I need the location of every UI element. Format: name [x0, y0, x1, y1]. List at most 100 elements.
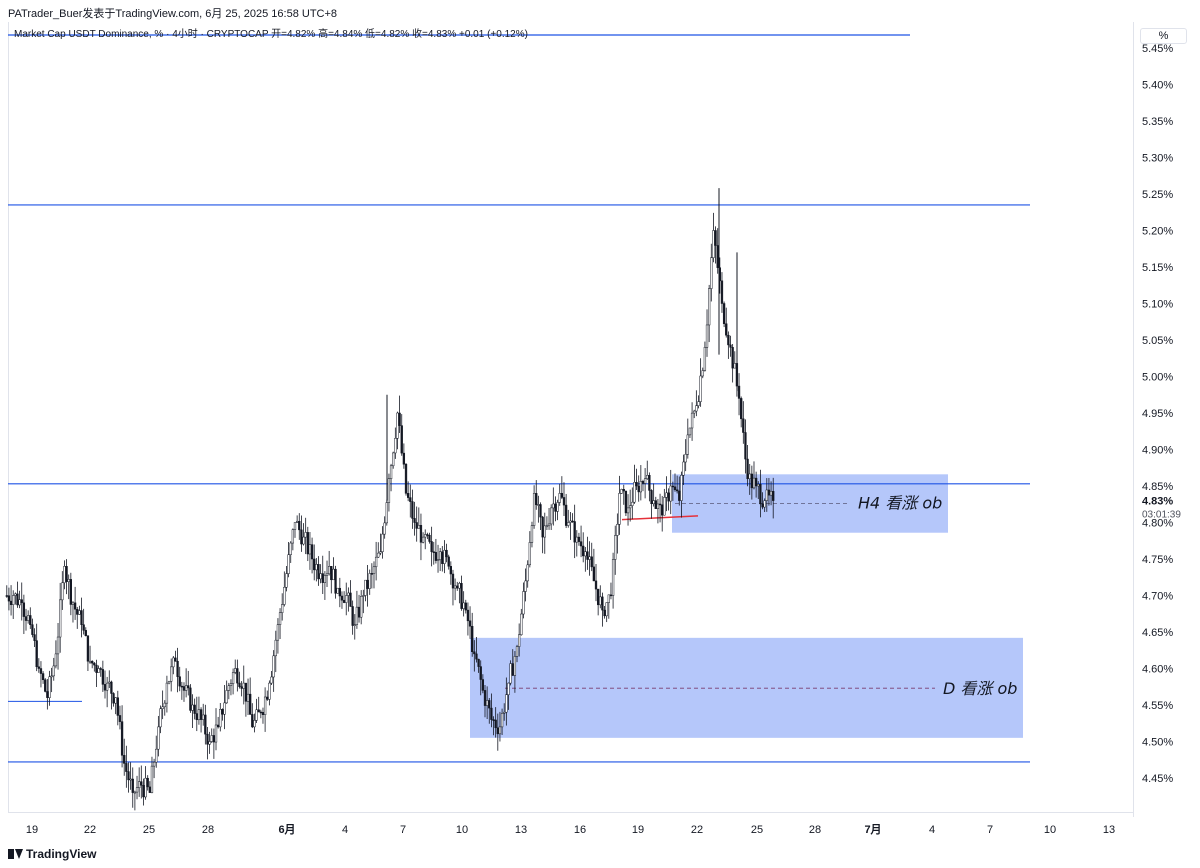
candle-body — [63, 566, 66, 584]
candles-layer — [5, 188, 775, 811]
annotations-layer: H4 看涨 ob D 看涨 ob — [858, 494, 1017, 699]
candle-body — [351, 606, 354, 626]
candle-body — [443, 549, 446, 564]
candle-body — [663, 497, 666, 516]
candle-body — [340, 595, 344, 601]
candle-body — [357, 606, 361, 618]
candle-body — [381, 533, 384, 552]
chart-pane[interactable] — [8, 22, 1134, 813]
candle-body — [206, 733, 209, 745]
candle-body — [629, 505, 632, 509]
candle-body — [12, 595, 15, 605]
candle-body — [37, 666, 40, 669]
candle-body — [120, 721, 124, 756]
candle-body — [507, 682, 510, 695]
candle-body — [528, 542, 531, 566]
candle-body — [701, 370, 704, 377]
candle-body — [464, 602, 467, 611]
candle-body — [579, 541, 583, 547]
time-tick-label: 16 — [574, 824, 586, 836]
time-tick-label: 7 — [400, 824, 406, 836]
candle-body — [319, 573, 322, 580]
candle-body — [61, 582, 64, 601]
candle-body — [624, 490, 628, 514]
candle-body — [669, 485, 672, 502]
candle-body — [656, 503, 660, 509]
candle-body — [413, 518, 416, 523]
candle-body — [614, 535, 617, 560]
candle-body — [658, 503, 662, 506]
time-tick-label: 10 — [1044, 824, 1056, 836]
candle-body — [671, 485, 675, 488]
candle-body — [387, 478, 391, 503]
candle-body — [99, 668, 102, 670]
candle-body — [193, 704, 196, 714]
candle-body — [761, 503, 764, 508]
candle-body — [599, 596, 602, 606]
candle-body — [569, 520, 572, 523]
symbol-legend: Market Cap USDT Dominance, % · 4小时 · CRY… — [14, 27, 528, 40]
candle-body — [69, 579, 72, 605]
time-tick-label: 4 — [929, 824, 935, 836]
candle-body — [678, 490, 681, 501]
candle-body — [259, 711, 262, 714]
price-tick-label: 5.15% — [1142, 262, 1173, 274]
candle-body — [289, 542, 292, 555]
candle-body — [229, 683, 233, 686]
brand-label: TradingView — [26, 847, 97, 861]
candle-body — [31, 624, 34, 635]
time-tick-label: 4 — [342, 824, 348, 836]
candle-body — [317, 564, 320, 580]
candle-body — [182, 686, 186, 691]
candle-body — [526, 564, 529, 582]
price-tick-label: 4.60% — [1142, 664, 1173, 676]
candle-body — [462, 602, 465, 609]
candle-body — [80, 610, 83, 625]
candle-body — [238, 682, 241, 687]
candle-body — [285, 573, 288, 588]
candle-body — [353, 624, 356, 626]
time-tick-label: 19 — [26, 824, 38, 836]
candle-body — [345, 595, 348, 603]
candle-body — [772, 491, 775, 501]
candle-body — [520, 613, 523, 636]
candle-body — [76, 608, 79, 615]
candle-body — [618, 493, 621, 525]
candle-body — [334, 568, 337, 594]
candle-body — [338, 587, 341, 597]
price-tick-label: 5.05% — [1142, 335, 1173, 347]
candle-body — [332, 568, 335, 581]
candle-body — [513, 656, 517, 676]
candle-body — [29, 615, 32, 625]
candle-body — [652, 500, 655, 505]
candle-body — [302, 536, 305, 545]
candle-body — [202, 714, 205, 720]
candle-body — [725, 323, 728, 336]
candle-body — [138, 781, 141, 788]
tradingview-footer[interactable]: TradingView — [8, 847, 96, 861]
candle-body — [366, 579, 369, 589]
candle-body — [567, 522, 570, 526]
candle-body — [255, 709, 258, 721]
percent-unit-button[interactable]: % — [1140, 28, 1187, 44]
time-tick-label: 10 — [456, 824, 468, 836]
candle-body — [607, 594, 610, 603]
candle-body — [554, 503, 557, 512]
candle-body — [675, 489, 679, 492]
candle-body — [91, 660, 94, 664]
price-tick-label: 4.70% — [1142, 591, 1173, 603]
candle-body — [626, 507, 630, 514]
candle-body — [336, 587, 339, 594]
candle-body — [650, 490, 653, 505]
candle-body — [71, 602, 75, 605]
candle-body — [140, 781, 143, 786]
candle-body — [481, 679, 485, 691]
price-lines-layer — [8, 34, 1030, 763]
candle-body — [372, 566, 376, 574]
candle-body — [170, 666, 173, 682]
price-tick-label: 5.35% — [1142, 116, 1173, 128]
candle-body — [716, 245, 719, 268]
candle-body — [263, 696, 267, 715]
candle-body — [360, 596, 363, 618]
